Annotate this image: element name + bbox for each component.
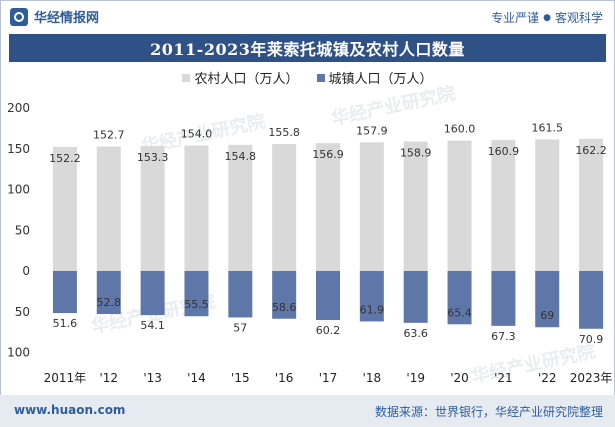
brand[interactable]: 华经情报网 [10, 7, 99, 26]
rural-bar [96, 146, 121, 271]
y-tick-label: 100 [7, 346, 30, 360]
rural-data-label: 160.9 [488, 145, 520, 158]
urban-data-label: 54.1 [140, 319, 165, 332]
y-tick-label: 50 [15, 305, 30, 319]
urban-bar [403, 271, 428, 323]
urban-bar [359, 271, 384, 322]
urban-data-label: 63.6 [403, 327, 428, 340]
x-tick-label: '13 [143, 371, 162, 385]
legend-label-urban: 城镇人口（万人） [328, 72, 433, 87]
x-tick-label: '22 [538, 371, 557, 385]
rural-bar [228, 144, 253, 271]
x-tick-label: 2011年 [44, 371, 87, 385]
x-tick-label: '16 [275, 371, 294, 385]
rural-data-label: 162.2 [575, 144, 607, 157]
urban-data-label: 65.4 [447, 306, 472, 319]
x-tick-label: '20 [450, 371, 469, 385]
y-tick-label: 0 [22, 264, 30, 278]
x-tick-label: 2023年 [570, 371, 613, 385]
urban-bar [228, 271, 253, 318]
x-tick-label: '15 [231, 371, 250, 385]
x-tick-label: '18 [363, 371, 382, 385]
slogan-left: 专业严谨 [491, 11, 540, 25]
rural-data-label: 158.9 [400, 146, 432, 159]
y-tick-label: 50 [15, 223, 30, 237]
legend-item-urban: 城镇人口（万人） [316, 68, 433, 87]
rural-data-label: 156.9 [312, 148, 344, 161]
urban-data-label: 70.9 [579, 333, 604, 346]
urban-bar [52, 271, 77, 314]
footer-url-link[interactable]: www.huaon.com [14, 403, 126, 417]
urban-data-label: 57 [233, 321, 247, 334]
footer-bar: www.huaon.com 数据来源：世界银行，华经产业研究院整理 [0, 395, 615, 427]
urban-data-label: 60.2 [316, 324, 341, 337]
rural-bar [579, 138, 604, 271]
rural-bar [272, 144, 297, 271]
chart-title: 2011-2023年莱索托城镇及农村人口数量 [150, 40, 465, 59]
rural-data-label: 161.5 [531, 121, 563, 134]
legend-swatch-urban [316, 73, 325, 82]
rural-data-label: 152.7 [93, 129, 125, 142]
x-tick-label: '14 [187, 371, 206, 385]
x-tick-label: '19 [406, 371, 425, 385]
rural-bar [447, 140, 472, 271]
urban-bar [535, 271, 560, 328]
x-tick-label: '21 [494, 371, 513, 385]
legend-label-rural: 农村人口（万人） [194, 72, 299, 87]
urban-bar [579, 271, 604, 329]
legend-swatch-rural [182, 73, 191, 82]
urban-data-label: 67.3 [491, 330, 516, 343]
urban-data-label: 51.6 [53, 317, 78, 330]
rural-bar [316, 143, 340, 271]
urban-bar [184, 271, 209, 317]
rural-bar [359, 142, 384, 271]
legend-item-rural: 农村人口（万人） [182, 68, 299, 87]
urban-data-label: 69 [540, 309, 554, 322]
rural-bar [52, 146, 77, 271]
slogan-right: 客观科学 [554, 11, 603, 25]
urban-bar [272, 271, 297, 319]
urban-bar [96, 271, 121, 315]
title-bar: 2011-2023年莱索托城镇及农村人口数量 [9, 34, 606, 62]
y-tick-label: 100 [7, 183, 30, 197]
rural-bar [184, 145, 209, 271]
urban-data-label: 55.5 [184, 298, 209, 311]
rural-bar [491, 139, 516, 271]
rural-bar [403, 141, 428, 271]
slogan: 专业严谨 ● 客观科学 [491, 9, 603, 26]
x-tick-label: '17 [319, 371, 338, 385]
chart-legend: 农村人口（万人） 城镇人口（万人） [0, 68, 615, 87]
urban-bar [447, 271, 472, 325]
footer-source: 数据来源：世界银行，华经产业研究院整理 [374, 405, 603, 419]
rural-bar [140, 146, 165, 271]
rural-data-label: 153.3 [137, 151, 169, 164]
rural-data-label: 152.2 [49, 152, 81, 165]
urban-bar [316, 271, 340, 321]
rural-data-label: 157.9 [356, 124, 388, 137]
brand-logo-icon [10, 7, 28, 26]
rural-data-label: 155.8 [268, 126, 300, 139]
rural-data-label: 160.0 [444, 123, 476, 136]
x-tick-label: '12 [99, 371, 118, 385]
urban-data-label: 52.8 [97, 296, 122, 309]
rural-data-label: 154.0 [181, 127, 213, 140]
brand-name: 华经情报网 [34, 11, 100, 26]
rural-data-label: 154.8 [225, 150, 257, 163]
bullet-dot-icon: ● [543, 12, 551, 23]
urban-bar [140, 271, 165, 316]
urban-data-label: 58.6 [272, 301, 297, 314]
y-tick-label: 150 [7, 142, 30, 156]
urban-data-label: 61.9 [360, 303, 385, 316]
y-tick-label: 200 [7, 101, 30, 115]
rural-bar [535, 139, 560, 271]
header-bar: 华经情报网 专业严谨 ● 客观科学 [0, 0, 615, 34]
urban-bar [491, 271, 516, 326]
